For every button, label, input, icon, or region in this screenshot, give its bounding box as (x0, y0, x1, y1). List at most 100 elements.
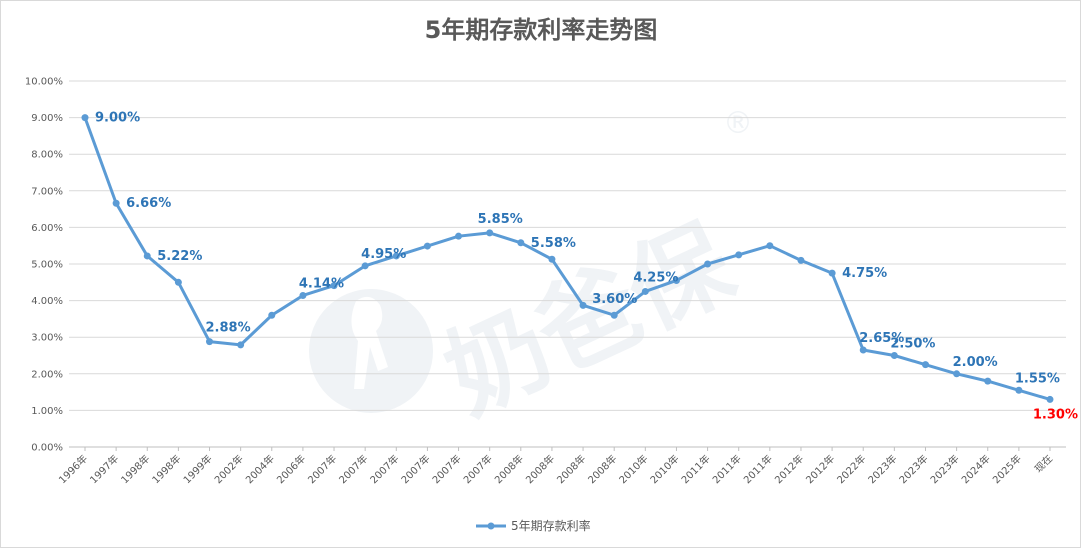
data-label: 2.65% (859, 331, 904, 346)
x-tick-label: 2010年 (616, 452, 650, 486)
x-tick-label: 2010年 (647, 452, 681, 486)
data-labels: 9.00% 6.66% 5.22% 2.88% 4.14% 4.95% 5.85% 5.58%… (95, 111, 1078, 423)
svg-text:®: ® (723, 106, 753, 141)
x-tick-label: 2008年 (523, 452, 557, 486)
data-point[interactable] (517, 239, 525, 247)
data-point[interactable] (268, 311, 276, 319)
data-label: 3.60% (592, 292, 637, 307)
data-point[interactable] (1046, 395, 1054, 403)
x-tick-label: 现在 (1032, 453, 1055, 476)
data-point[interactable] (828, 269, 836, 277)
data-point[interactable] (766, 242, 774, 250)
data-point[interactable] (237, 341, 245, 349)
data-point[interactable] (735, 251, 743, 259)
x-tick-label: 1997年 (87, 452, 121, 486)
x-tick-label: 2022年 (834, 452, 868, 486)
data-point[interactable] (859, 346, 867, 354)
x-tick-label: 2012年 (803, 452, 837, 486)
data-label: 6.66% (126, 196, 171, 211)
legend[interactable]: 5年期存款利率 (476, 518, 591, 533)
data-point[interactable] (423, 242, 431, 250)
x-tick-label: 2007年 (305, 452, 339, 486)
data-label: 1.30% (1033, 407, 1078, 422)
data-point[interactable] (890, 352, 898, 359)
x-tick-label: 2011年 (710, 452, 744, 486)
x-tick-label: 2023年 (865, 452, 899, 486)
data-label: 5.22% (157, 249, 202, 264)
data-label: 4.14% (299, 276, 344, 291)
data-label: 4.25% (633, 270, 678, 285)
data-point[interactable] (392, 252, 400, 260)
data-point[interactable] (330, 282, 338, 290)
x-tick-label: 2007年 (398, 452, 432, 486)
data-point[interactable] (206, 338, 214, 346)
y-tick-label: 1.00% (31, 406, 63, 417)
data-label: 4.75% (842, 266, 887, 281)
data-point[interactable] (112, 199, 120, 207)
x-tick-label: 1999年 (180, 452, 214, 486)
gridlines (69, 80, 1066, 448)
y-tick-label: 5.00% (31, 260, 63, 271)
x-tick-label: 2023年 (927, 452, 961, 486)
data-label: 1.55% (1015, 371, 1060, 386)
data-point[interactable] (984, 377, 992, 385)
x-tick-label: 2024年 (959, 452, 993, 486)
x-tick-label: 2008年 (554, 452, 588, 486)
x-axis: 1996年1997年1998年1998年1999年2002年2004年2006年… (56, 447, 1055, 486)
x-tick-label: 2004年 (243, 452, 277, 486)
x-tick-label: 2008年 (585, 452, 619, 486)
y-tick-label: 2.00% (31, 369, 63, 380)
data-point[interactable] (1015, 386, 1023, 394)
y-tick-label: 8.00% (31, 150, 63, 161)
x-tick-label: 2011年 (678, 452, 712, 486)
x-tick-label: 2023年 (896, 452, 930, 486)
y-tick-label: 10.00% (25, 77, 63, 88)
data-point[interactable] (704, 260, 712, 268)
data-label: 2.88% (206, 321, 251, 336)
legend-label: 5年期存款利率 (511, 518, 591, 533)
data-point[interactable] (548, 255, 556, 263)
svg-text:奶爸保: 奶爸保 (428, 203, 750, 436)
x-tick-label: 2011年 (741, 452, 775, 486)
x-tick-label: 2025年 (990, 452, 1024, 486)
x-tick-label: 1998年 (149, 452, 183, 486)
data-point[interactable] (672, 276, 680, 284)
data-label: 5.58% (531, 236, 576, 251)
data-point[interactable] (299, 291, 307, 299)
y-tick-label: 7.00% (31, 186, 63, 197)
data-point[interactable] (641, 287, 649, 295)
data-point[interactable] (486, 229, 494, 237)
y-axis: 0.00% 1.00% 2.00% 3.00% 4.00% 5.00% 6.00% 7.00%… (25, 77, 63, 454)
x-tick-label: 1998年 (118, 452, 152, 486)
data-point[interactable] (174, 278, 182, 286)
data-point[interactable] (143, 252, 151, 260)
y-tick-label: 4.00% (31, 296, 63, 307)
data-point[interactable] (455, 232, 463, 240)
data-label: 2.50% (890, 337, 935, 352)
series-5yr-rate (81, 114, 1054, 403)
x-tick-label: 2008年 (492, 452, 526, 486)
x-tick-label: 2007年 (367, 452, 401, 486)
series-line (83, 117, 1051, 401)
data-point[interactable] (81, 114, 89, 122)
data-point[interactable] (797, 256, 805, 264)
data-label: 9.00% (95, 111, 140, 126)
data-label: 4.95% (361, 247, 406, 262)
x-tick-label: 2006年 (274, 452, 308, 486)
y-tick-label: 6.00% (31, 223, 63, 234)
x-tick-label: 2002年 (212, 452, 246, 486)
y-tick-label: 0.00% (31, 443, 63, 454)
y-tick-label: 9.00% (31, 113, 63, 124)
data-point[interactable] (579, 301, 587, 309)
data-label: 2.00% (953, 355, 998, 370)
data-point[interactable] (953, 370, 961, 378)
chart-title: 5年期存款利率走势图 (425, 16, 658, 44)
x-tick-label: 1996年 (56, 452, 90, 486)
data-point[interactable] (361, 262, 369, 270)
data-label: 5.85% (478, 212, 523, 227)
data-point[interactable] (610, 311, 618, 319)
data-point[interactable] (921, 361, 929, 369)
watermark-logo: 奶爸保 ® (309, 106, 753, 436)
x-tick-label: 2007年 (336, 452, 370, 486)
